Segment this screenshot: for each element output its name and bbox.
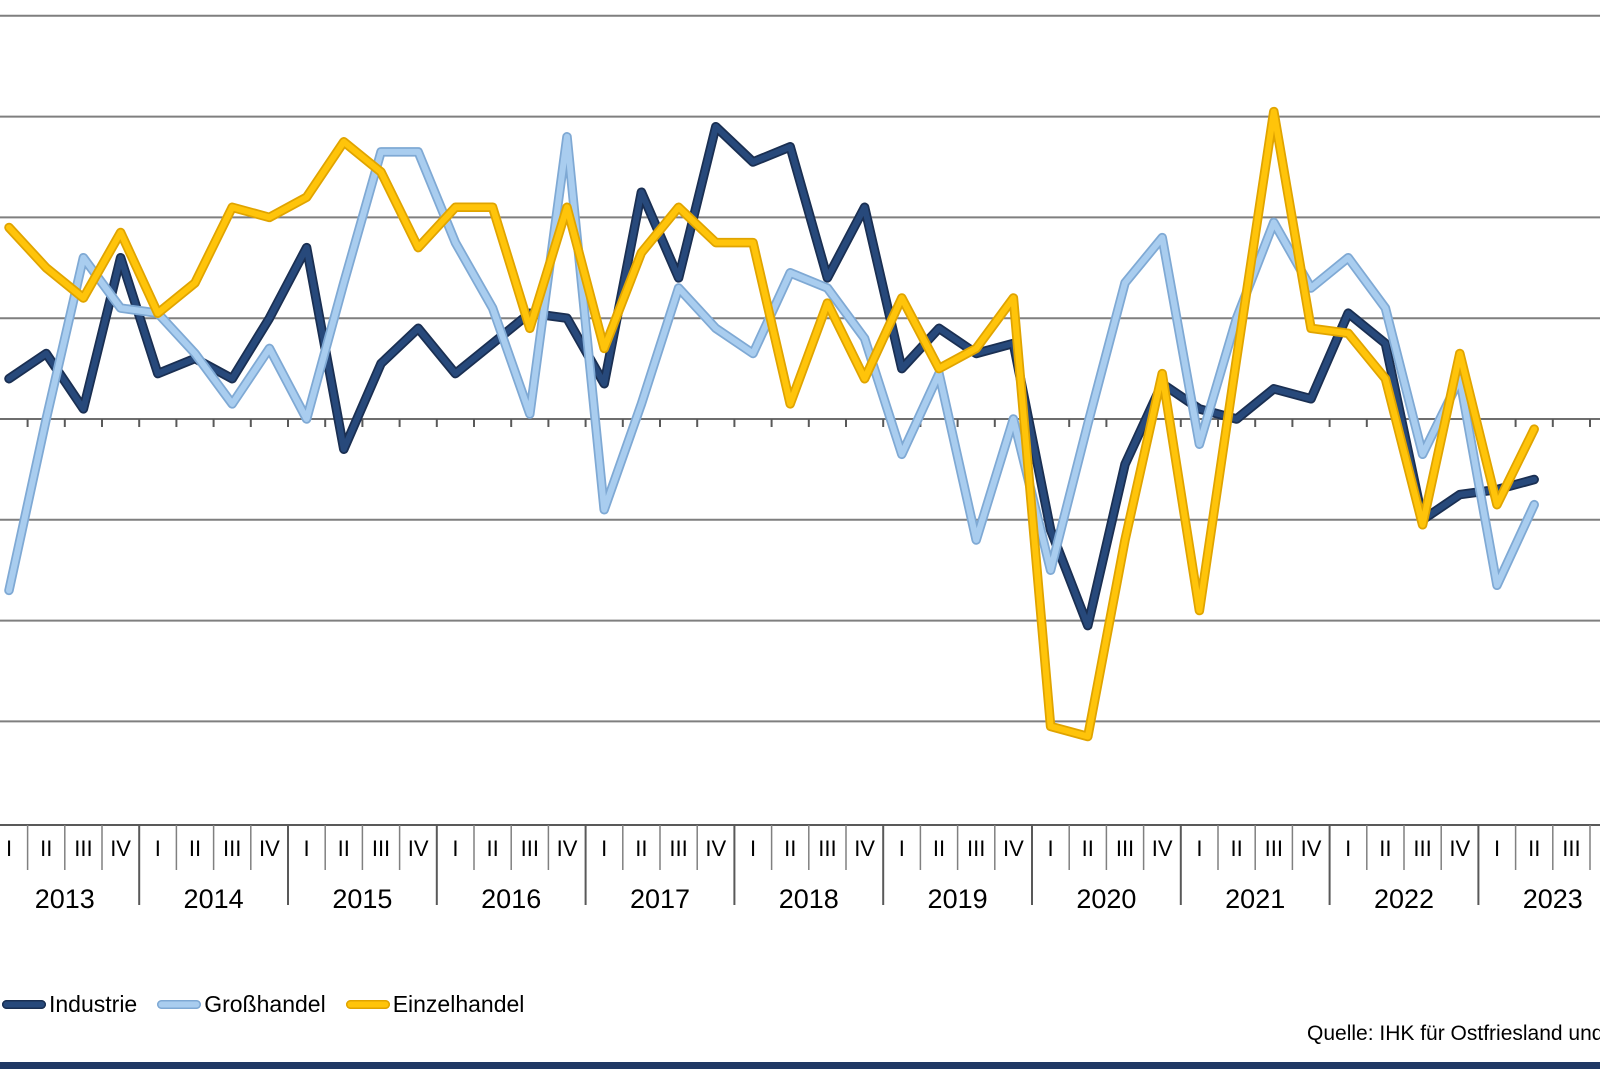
quarter-label: I bbox=[1048, 836, 1054, 861]
quarter-label: I bbox=[899, 836, 905, 861]
year-label: 2018 bbox=[779, 884, 839, 914]
year-label: 2021 bbox=[1225, 884, 1285, 914]
quarter-label: IV bbox=[1598, 836, 1600, 861]
year-label: 2014 bbox=[184, 884, 244, 914]
quarter-label: IV bbox=[1003, 836, 1024, 861]
quarter-label: II bbox=[1528, 836, 1540, 861]
quarter-label: IV bbox=[705, 836, 726, 861]
industrie-line-edge bbox=[4, 121, 1539, 631]
quarter-label: III bbox=[669, 836, 687, 861]
year-label: 2017 bbox=[630, 884, 690, 914]
quarter-label: IV bbox=[408, 836, 429, 861]
quarter-label: I bbox=[1196, 836, 1202, 861]
quarter-label: III bbox=[1562, 836, 1580, 861]
quarter-label: III bbox=[521, 836, 539, 861]
quarter-label: IV bbox=[1301, 836, 1322, 861]
legend-swatch bbox=[345, 1000, 390, 1009]
legend-label: Industrie bbox=[49, 991, 138, 1017]
legend-swatch bbox=[157, 1000, 202, 1009]
legend-swatch bbox=[2, 1000, 46, 1009]
quarter-label: IV bbox=[854, 836, 875, 861]
year-label: 2022 bbox=[1374, 884, 1434, 914]
quarter-label: I bbox=[452, 836, 458, 861]
year-label: 2023 bbox=[1523, 884, 1583, 914]
footer-divider-bar bbox=[0, 1062, 1600, 1069]
quarter-label: III bbox=[1265, 836, 1283, 861]
year-label: 2019 bbox=[928, 884, 988, 914]
quarter-label: I bbox=[601, 836, 607, 861]
quarter-label: II bbox=[189, 836, 201, 861]
quarter-label: II bbox=[40, 836, 52, 861]
industrie-line bbox=[6, 123, 1538, 629]
quarter-label: II bbox=[1379, 836, 1391, 861]
quarter-label: II bbox=[933, 836, 945, 861]
chart-legend: Industrie Großhandel Einzelhandel bbox=[2, 991, 544, 1018]
year-label: 2016 bbox=[481, 884, 541, 914]
quarter-label: II bbox=[338, 836, 350, 861]
quarter-label: II bbox=[486, 836, 498, 861]
einzelhandel-line bbox=[6, 108, 1538, 740]
quarter-label: IV bbox=[110, 836, 131, 861]
quarter-label: III bbox=[372, 836, 390, 861]
quarter-label: I bbox=[1345, 836, 1351, 861]
quarter-label: IV bbox=[557, 836, 578, 861]
quarter-label: II bbox=[1230, 836, 1242, 861]
quarter-label: IV bbox=[1152, 836, 1173, 861]
business-climate-line-chart: I II III IV I II III IV I II III IV I II III IV I II III IV… bbox=[0, 14, 1600, 914]
legend-item-grohandel: Großhandel bbox=[157, 991, 326, 1018]
quarter-label: III bbox=[818, 836, 836, 861]
year-label: 2020 bbox=[1076, 884, 1136, 914]
legend-label: Großhandel bbox=[204, 991, 326, 1017]
quarter-label: IV bbox=[259, 836, 280, 861]
year-label: 2015 bbox=[332, 884, 392, 914]
quarter-label: IV bbox=[1449, 836, 1470, 861]
quarter-label: II bbox=[1082, 836, 1094, 861]
quarter-label: III bbox=[1116, 836, 1134, 861]
legend-item-einzelhandel: Einzelhandel bbox=[345, 991, 525, 1018]
quarter-label: I bbox=[750, 836, 756, 861]
quarter-label: I bbox=[155, 836, 161, 861]
quarter-label: II bbox=[635, 836, 647, 861]
quarter-label: III bbox=[74, 836, 92, 861]
legend-label: Einzelhandel bbox=[392, 991, 525, 1017]
year-label: 2013 bbox=[35, 884, 95, 914]
quarter-label: III bbox=[967, 836, 985, 861]
legend-item-industrie: Industrie bbox=[2, 991, 137, 1018]
quarter-label: II bbox=[784, 836, 796, 861]
quarter-label: I bbox=[6, 836, 12, 861]
source-note: Quelle: IHK für Ostfriesland und bbox=[1307, 1022, 1600, 1045]
quarter-label: III bbox=[1413, 836, 1431, 861]
quarter-label: I bbox=[304, 836, 310, 861]
quarter-label: I bbox=[1494, 836, 1500, 861]
quarter-label: III bbox=[223, 836, 241, 861]
